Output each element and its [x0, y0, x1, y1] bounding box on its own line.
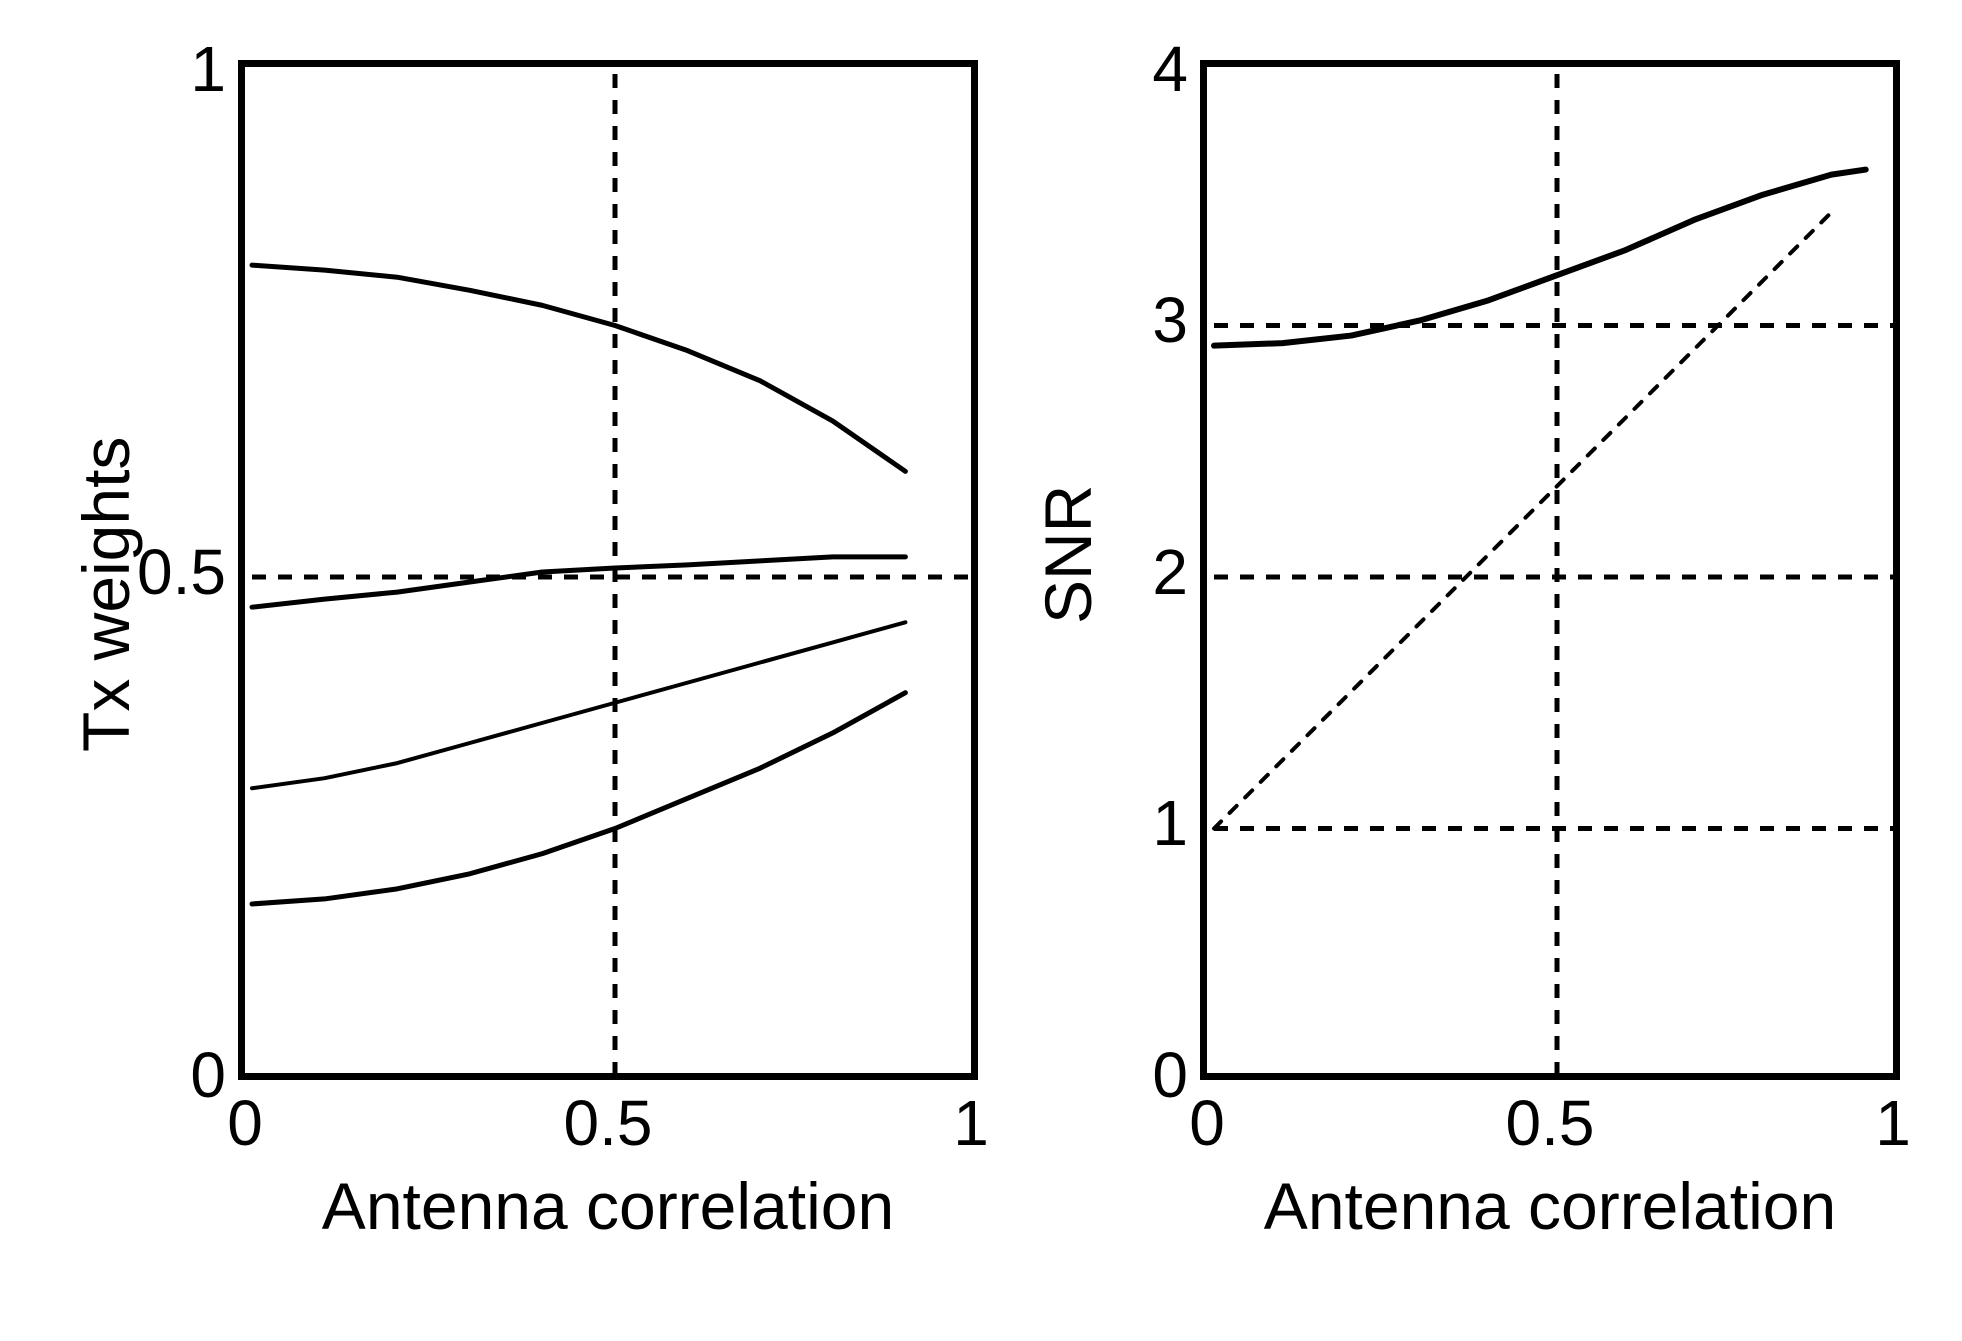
right-chart-svg [1214, 74, 1900, 1080]
right-x-axis-label: Antenna correlation [1230, 1168, 1870, 1244]
right-ytick-3: 3 [1028, 283, 1188, 357]
right-plot-area [1200, 60, 1900, 1080]
right-ytick-1: 1 [1028, 786, 1188, 860]
right-ytick-4: 4 [1028, 32, 1188, 106]
page: Antenna correlation Tx weights 0 0.5 1 0… [0, 0, 1962, 1341]
right-xtick-2: 1 [1813, 1086, 1962, 1160]
right-xtick-1: 0.5 [1470, 1086, 1630, 1160]
right-ytick-2: 2 [1028, 535, 1188, 609]
series-snr-dashed [1214, 212, 1831, 828]
right-xtick-0: 0 [1127, 1086, 1287, 1160]
series-snr-solid [1214, 170, 1866, 346]
right-chart-panel: Antenna correlation SNR 0 1 2 3 4 0 0.5 … [0, 0, 1962, 1341]
